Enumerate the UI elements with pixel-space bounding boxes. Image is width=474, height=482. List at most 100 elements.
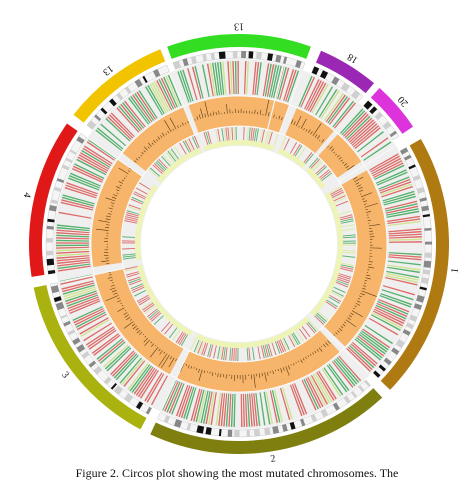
outer-mutation-mark <box>360 137 389 158</box>
outer-mutation-mark <box>388 233 422 237</box>
inner-light-track <box>134 140 344 348</box>
density-spike <box>143 146 148 151</box>
inner-mutation-mark <box>231 127 234 141</box>
density-spike <box>264 372 267 382</box>
chromosome-arcs <box>29 34 449 455</box>
ideogram-band <box>86 120 97 130</box>
inner-mutation-mark <box>341 262 355 266</box>
outer-mutation-mark <box>351 341 378 365</box>
density-spike <box>309 353 312 356</box>
outer-mutation-mark <box>345 115 371 140</box>
ideogram-band <box>218 428 222 437</box>
inner-mutation-mark <box>314 315 325 325</box>
inner-mutation-mark <box>156 160 167 171</box>
density-spike <box>261 372 263 377</box>
density-spike <box>302 358 305 361</box>
chromosome-arc <box>167 34 311 59</box>
inner-mutation-mark <box>342 242 356 244</box>
outer-mutation-mark <box>91 333 120 354</box>
outer-mutation-mark <box>388 256 422 261</box>
inner-mutation-mark <box>250 127 253 141</box>
density-spike <box>361 290 377 297</box>
outer-mutation-mark <box>305 378 322 409</box>
density-spike <box>101 260 110 262</box>
ideogram-band <box>409 314 418 322</box>
density-spike <box>316 349 319 352</box>
density-spike <box>366 274 371 277</box>
density-spike <box>136 329 141 334</box>
outer-mutation-mark <box>99 341 126 364</box>
density-spike <box>318 347 323 352</box>
inner-mutation-mark <box>337 276 351 282</box>
inner-mutation-mark <box>122 255 136 258</box>
outer-mutation-mark <box>311 83 329 114</box>
density-spike <box>359 189 364 193</box>
outer-mutation-mark <box>68 298 100 312</box>
density-spike <box>119 184 122 187</box>
outer-mutation-mark <box>307 377 324 407</box>
outer-mutation-mark <box>88 329 117 350</box>
outer-mutation-mark <box>56 244 90 247</box>
density-spike <box>344 321 347 324</box>
inner-mutation-mark <box>297 147 306 159</box>
inner-mutation-mark <box>315 313 326 324</box>
density-spike <box>135 158 139 161</box>
outer-mutation-mark <box>255 392 261 426</box>
density-spike <box>295 361 297 364</box>
density-spike <box>365 277 371 280</box>
ideogram-band <box>289 421 296 430</box>
ideogram-band <box>419 197 427 202</box>
inner-mutation-mark <box>308 157 319 168</box>
ideogram-band <box>389 130 397 138</box>
outer-mutation-mark <box>386 208 419 216</box>
inner-mutation-mark <box>122 242 136 244</box>
ideogram-band <box>383 357 392 366</box>
outer-mutation-mark <box>348 119 375 143</box>
outer-mutation-mark <box>225 393 230 427</box>
outer-mutation-mark <box>228 393 232 427</box>
outer-mutation-mark <box>329 97 351 125</box>
outer-mutation-mark <box>314 372 333 403</box>
density-spike <box>300 118 307 129</box>
ideogram-band <box>400 147 409 155</box>
ideogram-band <box>295 59 302 69</box>
density-spike <box>156 139 159 142</box>
outer-mutation-mark <box>388 236 422 239</box>
density-spike <box>362 200 368 203</box>
density-spike <box>140 154 143 157</box>
density-spike <box>109 274 112 276</box>
ideogram-band <box>424 227 432 231</box>
density-spike <box>118 167 129 175</box>
outer-mutation-mark <box>96 338 123 360</box>
outer-mutation-mark <box>251 393 256 427</box>
density-spike <box>159 350 163 355</box>
ideogram-band <box>116 92 124 101</box>
density-spike <box>226 104 228 114</box>
outer-mutation-mark <box>185 387 197 420</box>
density-spike <box>312 352 315 355</box>
ideogram-band <box>218 51 226 60</box>
outer-mutation-mark <box>376 171 408 186</box>
ideogram-band <box>53 186 62 192</box>
outer-mutation-mark <box>175 384 189 417</box>
density-spike <box>141 152 144 155</box>
density-spike <box>217 373 219 378</box>
density-spike <box>368 261 373 263</box>
outer-mutation-mark <box>272 65 282 99</box>
outer-mutation-mark <box>75 311 106 328</box>
inner-mutation-mark <box>143 303 155 313</box>
outer-mutation-mark <box>206 63 214 97</box>
density-spike <box>157 136 161 140</box>
ideogram-band <box>405 322 415 330</box>
outer-mutation-mark <box>140 370 159 399</box>
outer-mutation-mark <box>371 314 401 331</box>
inner-mutation-mark <box>336 278 350 284</box>
segment-separator <box>266 66 284 131</box>
outer-mutation-mark <box>298 75 313 107</box>
density-spike <box>290 119 294 124</box>
outer-mutation-mark <box>61 196 95 207</box>
outer-mutation-mark <box>370 155 400 173</box>
outer-mutation-mark <box>333 359 356 387</box>
ideogram-band <box>60 314 68 319</box>
inner-mutation-mark <box>129 279 142 286</box>
